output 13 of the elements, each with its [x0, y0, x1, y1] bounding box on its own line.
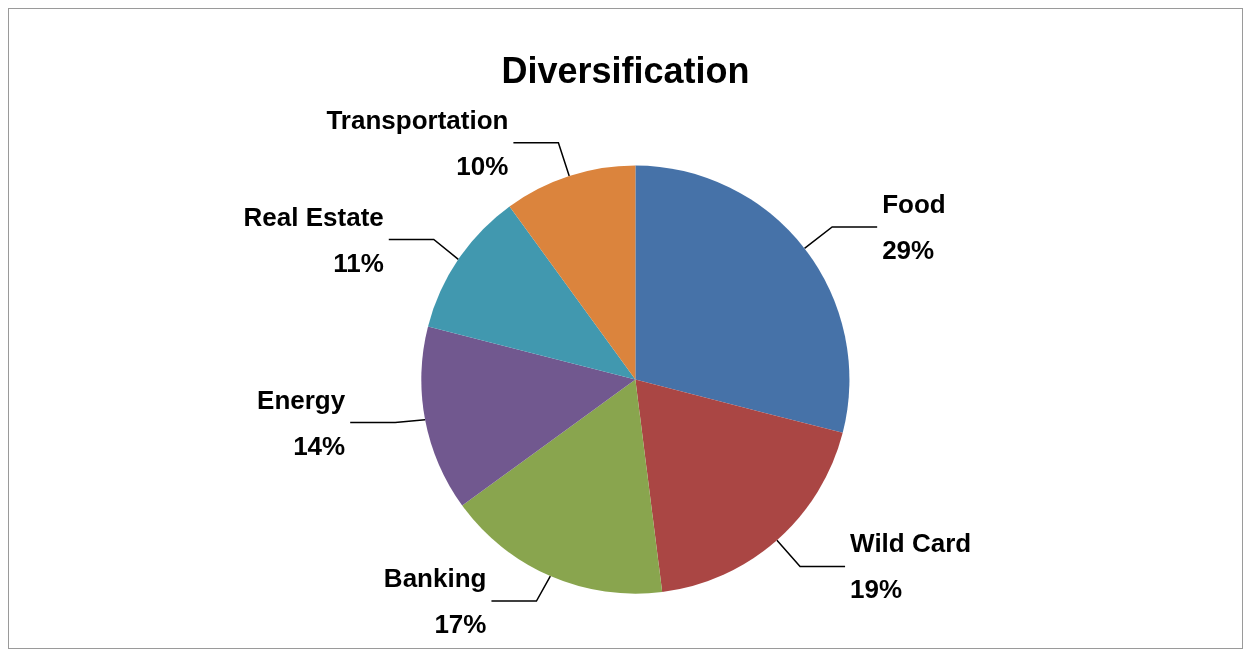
data-label: 29%: [882, 234, 935, 265]
data-label: 19%: [850, 574, 903, 605]
slice-label: Banking: [383, 563, 487, 593]
data-label: 11%: [333, 247, 384, 278]
data-label: 14%: [293, 430, 346, 461]
slice-label: Wild Card: [850, 528, 972, 559]
chart-title: Diversification: [501, 49, 750, 91]
data-label: 10%: [456, 150, 509, 181]
slice-label: Real Estate: [243, 201, 384, 232]
slice-label: Energy: [257, 384, 346, 415]
data-label: 17%: [434, 609, 487, 639]
slice-label: Food: [882, 188, 946, 219]
slice-label: Transportation: [326, 104, 509, 135]
